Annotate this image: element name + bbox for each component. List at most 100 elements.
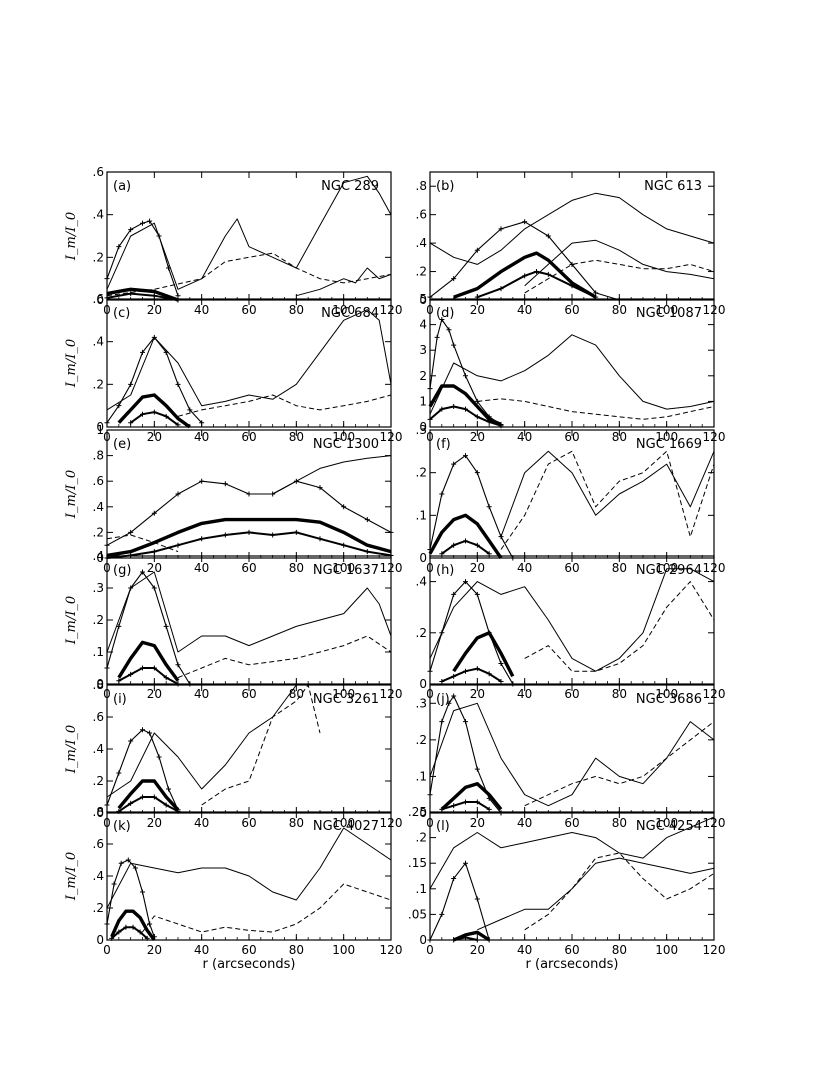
series-line: [106, 827, 392, 909]
y-axis-label: I_m/I_0: [64, 339, 79, 388]
series-point: [498, 423, 504, 429]
x-tick-label: 60: [564, 303, 579, 317]
y-tick-label: 0: [419, 933, 427, 947]
series-line: [428, 513, 503, 559]
x-tick-label: 20: [147, 687, 162, 701]
y-tick-label: .25: [408, 805, 427, 819]
panel-title: NGC 2964: [636, 563, 702, 578]
x-tick-label: 80: [612, 816, 627, 830]
series-line: [429, 816, 715, 890]
series-point: [439, 806, 445, 812]
series-point: [474, 666, 480, 672]
series-point: [474, 896, 480, 902]
series-point: [446, 327, 452, 333]
y-axis-label: I_m/I_0: [64, 596, 79, 645]
series-line: [111, 926, 148, 940]
series-line: [106, 175, 392, 290]
x-tick-label: 60: [564, 943, 579, 957]
series-point: [116, 929, 122, 935]
y-tick-label: 2: [419, 369, 427, 383]
series-point: [439, 551, 445, 557]
series-line: [117, 393, 191, 429]
y-tick-label: .6: [93, 165, 104, 179]
x-tick-label: 80: [612, 561, 627, 575]
series-line: [106, 534, 179, 553]
y-tick-label: .4: [93, 549, 104, 563]
x-tick-label: 20: [147, 430, 162, 444]
y-axis-label: I_m/I_0: [64, 470, 79, 519]
panel-title: NGC 289: [321, 179, 379, 194]
series-point: [140, 727, 145, 733]
series-point: [104, 802, 110, 808]
y-tick-label: .4: [416, 575, 427, 589]
series-line: [500, 450, 715, 537]
series-point: [463, 799, 468, 805]
x-tick-label: 40: [194, 943, 209, 957]
series-point: [439, 719, 445, 725]
y-tick-label: .2: [93, 901, 104, 915]
series-point: [451, 461, 457, 467]
series-point: [140, 889, 145, 895]
x-tick-label: 60: [241, 561, 256, 575]
panel-label: (c): [113, 306, 130, 321]
y-tick-label: .1: [416, 769, 427, 783]
series-line: [106, 287, 179, 302]
panel-title: NGC 1669: [636, 437, 702, 452]
series-line: [477, 398, 715, 420]
y-tick-label: .15: [408, 856, 427, 870]
series-line: [500, 450, 715, 550]
series-point: [270, 532, 276, 538]
series-point: [463, 373, 468, 379]
series-point: [104, 420, 110, 426]
series-line: [106, 729, 179, 811]
series-line: [429, 568, 715, 672]
panel-title: NGC 1637: [313, 563, 379, 578]
y-tick-label: .4: [93, 208, 104, 222]
series-point: [451, 876, 457, 882]
series-point: [104, 542, 110, 548]
x-tick-label: 100: [332, 303, 355, 317]
y-tick-label: 5: [419, 292, 427, 306]
series-point: [439, 678, 445, 684]
series-point: [175, 422, 181, 428]
series-line: [110, 909, 156, 942]
y-tick-label: .6: [93, 474, 104, 488]
panel-title: NGC 3261: [313, 692, 379, 707]
panel-label: (l): [436, 819, 450, 834]
series-point: [163, 413, 169, 419]
y-tick-label: 0: [419, 677, 427, 691]
series-point: [427, 792, 433, 798]
series-point: [151, 510, 157, 516]
series-point: [140, 411, 145, 417]
series-point: [109, 935, 115, 941]
x-tick-label: 100: [332, 561, 355, 575]
series-point: [317, 536, 323, 542]
series-point: [116, 678, 122, 684]
series-point: [104, 665, 110, 671]
y-tick-label: .2: [93, 613, 104, 627]
series-point: [486, 806, 492, 812]
series-line: [106, 859, 155, 937]
y-tick-label: 0: [96, 806, 104, 820]
series-point: [451, 276, 457, 282]
series-point: [463, 406, 468, 412]
series-line: [441, 667, 502, 683]
y-tick-label: 1: [419, 394, 427, 408]
x-tick-label: 80: [612, 943, 627, 957]
x-tick-label: 60: [241, 303, 256, 317]
series-point: [151, 549, 157, 555]
series-point: [364, 517, 370, 523]
series-point: [163, 675, 169, 681]
series-point: [128, 671, 134, 677]
series-point: [474, 470, 480, 476]
x-tick-label: 20: [470, 816, 485, 830]
series-point: [104, 276, 110, 282]
x-tick-label: 40: [517, 303, 532, 317]
y-tick-label: 0: [419, 420, 427, 434]
series-point: [522, 273, 528, 279]
